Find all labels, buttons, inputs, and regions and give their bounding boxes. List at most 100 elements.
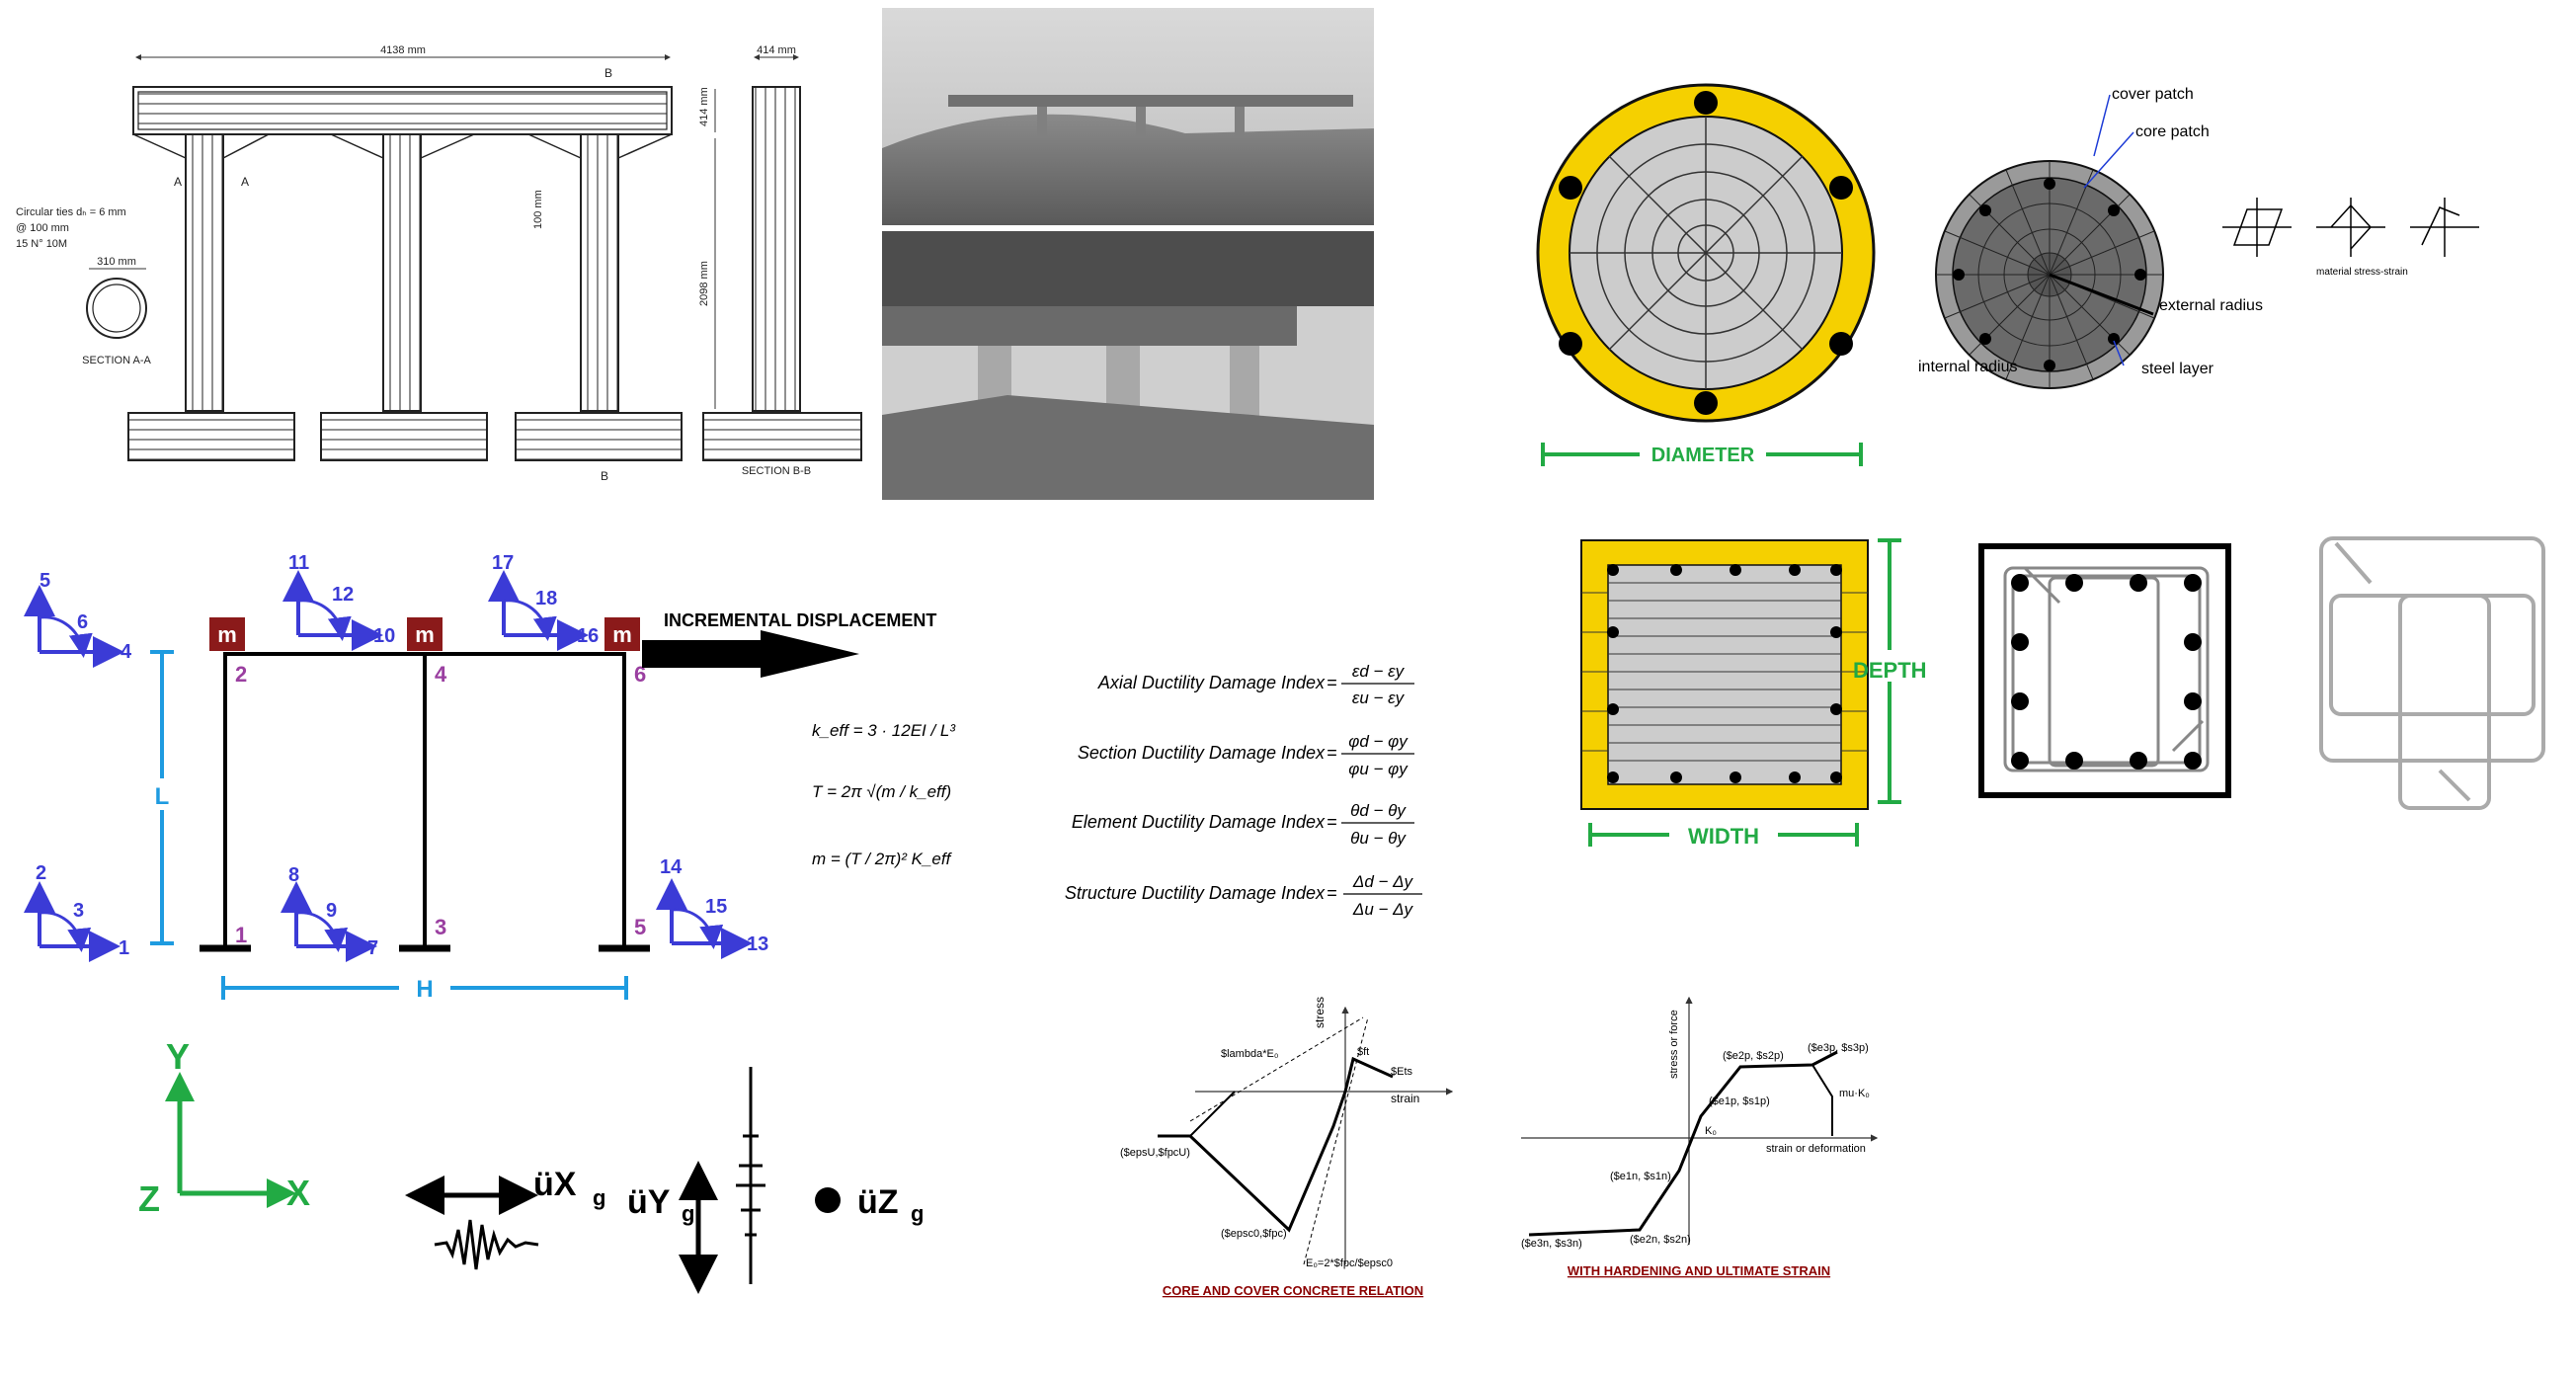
height-label: L xyxy=(155,783,170,810)
z-axis-label: Z xyxy=(138,1178,160,1219)
node-1: 1 xyxy=(235,923,247,947)
steel-layer-label: steel layer xyxy=(2141,361,2214,377)
section-bb-label: SECTION B-B xyxy=(742,465,811,477)
k0-label: K₀ xyxy=(1705,1125,1717,1137)
section-b-top: B xyxy=(604,66,612,80)
damage-structure-num: Δd − Δy xyxy=(1352,872,1414,891)
width-label: H xyxy=(416,976,433,1003)
dof-right-bot: 14 15 13 xyxy=(656,856,768,959)
core-patch-label: core patch xyxy=(2135,123,2210,140)
dof-9: 9 xyxy=(326,900,337,922)
ground-motion-x: üX g xyxy=(405,1166,605,1270)
damage-section-eq: = xyxy=(1327,743,1337,763)
e0-label: E₀=2*$fpc/$epsc0 xyxy=(1306,1257,1393,1269)
hardening-caption: WITH HARDENING AND ULTIMATE STRAIN xyxy=(1568,1263,1830,1278)
lambda-label: $lambda*E₀ xyxy=(1221,1048,1278,1060)
fiber-section: cover patch core patch external radius i… xyxy=(1918,86,2479,389)
internal-radius-label: internal radius xyxy=(1918,359,2018,375)
concrete-y-axis: stress xyxy=(1313,997,1327,1028)
ground-motion-x-sub: g xyxy=(593,1185,605,1210)
ground-motion-y-label: üY xyxy=(627,1183,671,1221)
node-2: 2 xyxy=(235,662,247,687)
dof-left-bot: 2 3 1 xyxy=(24,862,129,962)
ground-motion-z: üZ g xyxy=(815,1183,924,1226)
n3-label: ($e3n, $s3n) xyxy=(1521,1238,1582,1250)
material-caption: material stress-strain xyxy=(2316,267,2408,278)
ground-motion-x-label: üX xyxy=(533,1166,577,1203)
dof-mid-bot: 8 9 7 xyxy=(281,864,378,962)
concrete-caption: CORE AND COVER CONCRETE RELATION xyxy=(1163,1283,1423,1298)
ground-motion-y-sub: g xyxy=(682,1201,694,1226)
load-label: INCREMENTAL DISPLACEMENT xyxy=(664,610,936,630)
dof-1: 1 xyxy=(119,937,129,959)
dof-mid-top: 11 12 10 xyxy=(282,552,395,651)
dof-16: 16 xyxy=(577,625,599,647)
dof-5: 5 xyxy=(40,570,50,592)
mass-formula: m = (T / 2π)² K_eff xyxy=(812,850,953,868)
tie-detail-square xyxy=(1978,543,2231,798)
depth-label: DEPTH xyxy=(1853,658,1927,683)
circle-dia: 310 mm xyxy=(97,256,136,268)
p2-label: ($e2p, $s2p) xyxy=(1723,1050,1784,1062)
damage-index-equations: Axial Ductility Damage Index = εd − εy ε… xyxy=(1065,662,1422,919)
damage-section-name: Section Ductility Damage Index xyxy=(1078,743,1326,763)
cover-patch-label: cover patch xyxy=(2112,86,2194,103)
concrete-stress-strain-plot: stress strain $lambda*E₀ $ft $Ets ($epsU… xyxy=(1120,997,1454,1298)
damage-section-den: φu − φy xyxy=(1348,760,1409,778)
width-dim-label: WIDTH xyxy=(1688,824,1759,849)
epsU-label: ($epsU,$fpcU) xyxy=(1120,1147,1190,1159)
bent-reinforcement-drawing: 4138 mm 414 mm 414 mm 2098 mm 100 mm A A… xyxy=(16,44,862,483)
mass-3: m xyxy=(612,622,632,647)
node-6: 6 xyxy=(634,662,646,687)
dof-3: 3 xyxy=(73,900,84,922)
damage-structure-den: Δu − Δy xyxy=(1352,900,1414,919)
tie-spacing-dim: 100 mm xyxy=(532,190,544,229)
section-b-bottom: B xyxy=(601,469,608,483)
node-4: 4 xyxy=(435,662,447,687)
external-radius-label: external radius xyxy=(2159,297,2263,314)
frame-formulas: k_eff = 3 · 12EI / L³ T = 2π √(m / k_eff… xyxy=(812,721,956,868)
damage-section-num: φd − φy xyxy=(1348,732,1409,751)
p1-label: ($e1p, $s1p) xyxy=(1709,1095,1770,1107)
mass-1: m xyxy=(217,622,237,647)
keff-formula: k_eff = 3 · 12EI / L³ xyxy=(812,721,956,740)
ground-motion-y: üY g xyxy=(627,1067,765,1294)
dof-18: 18 xyxy=(535,588,557,609)
section-a-right: A xyxy=(241,175,249,189)
damage-axial-eq: = xyxy=(1327,673,1337,692)
damage-axial-num: εd − εy xyxy=(1352,662,1406,681)
p3-label: ($e3p, $s3p) xyxy=(1808,1042,1869,1054)
hardening-y-axis: stress or force xyxy=(1668,1010,1680,1079)
concrete-x-axis: strain xyxy=(1391,1092,1419,1105)
dof-17: 17 xyxy=(492,552,514,574)
bridge-photo-top xyxy=(882,8,1374,225)
dof-right-top: 17 18 16 xyxy=(488,552,599,651)
col-width-dim: 414 mm xyxy=(757,44,796,56)
n2-label: ($e2n, $s2n) xyxy=(1630,1234,1691,1246)
damage-element-num: θd − θy xyxy=(1350,801,1407,820)
dof-10: 10 xyxy=(373,625,395,647)
ground-motion-z-label: üZ xyxy=(857,1183,899,1221)
y-axis-label: Y xyxy=(166,1036,190,1077)
dof-7: 7 xyxy=(367,937,378,959)
bridge-photo-bottom xyxy=(882,231,1374,500)
x-axis-label: X xyxy=(286,1173,310,1213)
diameter-label: DIAMETER xyxy=(1651,445,1755,466)
ties-note-1: Circular ties dₕ = 6 mm xyxy=(16,206,126,218)
damage-element-name: Element Ductility Damage Index xyxy=(1072,812,1326,832)
frame-model: m m m 1 2 3 4 5 6 INCREMENTAL DISPLACEME… xyxy=(148,610,936,1003)
period-formula: T = 2π √(m / k_eff) xyxy=(812,782,951,801)
dof-left-top: 5 6 4 xyxy=(24,570,132,668)
rect-fiber-section: DEPTH WIDTH xyxy=(1580,538,1964,850)
damage-element-eq: = xyxy=(1327,812,1337,832)
mass-2: m xyxy=(415,622,435,647)
n1-label: ($e1n, $s1n) xyxy=(1610,1171,1671,1182)
damage-axial-den: εu − εy xyxy=(1352,689,1406,707)
beam-width-dim: 4138 mm xyxy=(380,44,426,56)
node-5: 5 xyxy=(634,915,646,939)
ground-motion-z-sub: g xyxy=(911,1201,924,1226)
beam-depth-dim: 414 mm xyxy=(698,87,710,126)
section-aa-label: SECTION A-A xyxy=(82,355,151,366)
dof-6: 6 xyxy=(77,611,88,633)
